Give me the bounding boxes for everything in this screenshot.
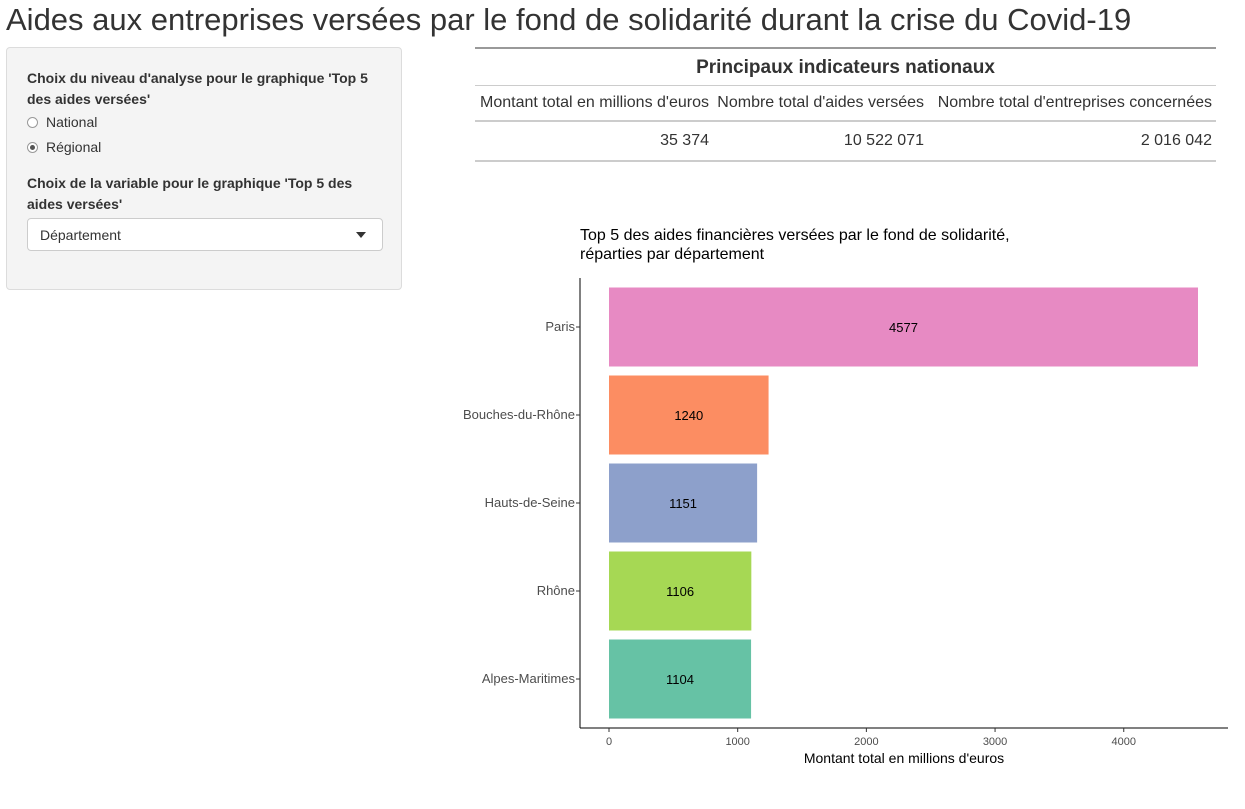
analysis-level-label: Choix du niveau d'analyse pour le graphi…: [27, 70, 368, 107]
y-tick-label: Bouches-du-Rhône: [463, 407, 575, 422]
bar: [609, 375, 769, 455]
page-title: Aides aux entreprises versées par le fon…: [6, 2, 1132, 37]
kpi-value-amount: 35 374: [660, 132, 709, 149]
radio-button-checked-icon[interactable]: [27, 141, 38, 153]
bar-chart-svg: 4577 Paris 1240 Bouches-du-Rhône 1151 Hauts-d…: [463, 278, 1228, 766]
data-label: 1106: [666, 584, 694, 599]
kpi-value-row: 35 374 10 522 071 2 016 042: [475, 122, 1216, 162]
sidebar-panel: Choix du niveau d'analyse pour le graphi…: [6, 47, 402, 290]
top5-chart: Top 5 des aides financières versées par …: [440, 220, 1240, 780]
radio-label-national: National: [46, 114, 98, 130]
bar: [609, 551, 752, 631]
radio-label-regional: Régional: [46, 139, 102, 155]
y-tick-label: Rhône: [537, 583, 575, 598]
bar: [609, 639, 752, 719]
data-label: 1104: [666, 672, 694, 687]
y-tick-label: Alpes-Maritimes: [482, 671, 576, 686]
kpi-value-aid-count: 10 522 071: [843, 132, 924, 149]
kpi-title: Principaux indicateurs nationaux: [475, 49, 1216, 86]
kpi-header-company-count: Nombre total d'entreprises concernées: [937, 94, 1212, 111]
x-tick-label: 1000: [725, 736, 749, 748]
x-tick-label: 4000: [1112, 736, 1136, 748]
variable-select[interactable]: Département: [27, 218, 383, 251]
variable-choice-label: Choix de la variable pour le graphique '…: [27, 175, 353, 212]
radio-national[interactable]: National: [27, 114, 97, 130]
y-tick-label: Hauts-de-Seine: [485, 495, 575, 510]
x-tick-label: 2000: [854, 736, 878, 748]
kpi-header-aid-count: Nombre total d'aides versées: [717, 94, 924, 111]
data-label: 1240: [674, 408, 703, 423]
x-tick-label: 0: [606, 736, 612, 748]
chart-title: Top 5 des aides financières versées par …: [580, 227, 1010, 263]
variable-select-value: Département: [40, 227, 121, 243]
kpi-top-rule: [475, 47, 1216, 49]
data-label: 1151: [669, 496, 697, 511]
x-axis-title: Montant total en millions d'euros: [804, 750, 1004, 766]
data-label: 4577: [889, 320, 918, 335]
radio-regional[interactable]: Régional: [27, 139, 101, 155]
bar: [609, 287, 1198, 367]
kpi-value-company-count: 2 016 042: [1140, 132, 1212, 149]
chevron-down-icon[interactable]: [356, 232, 366, 238]
kpi-header-row: Montant total en millions d'euros Nombre…: [475, 86, 1216, 122]
x-tick-label: 3000: [983, 736, 1007, 748]
kpi-header-amount: Montant total en millions d'euros: [480, 94, 709, 111]
y-tick-label: Paris: [545, 319, 575, 334]
bar: [609, 463, 758, 543]
kpi-table: Principaux indicateurs nationaux Montant…: [475, 47, 1216, 162]
radio-button-icon[interactable]: [27, 116, 38, 128]
